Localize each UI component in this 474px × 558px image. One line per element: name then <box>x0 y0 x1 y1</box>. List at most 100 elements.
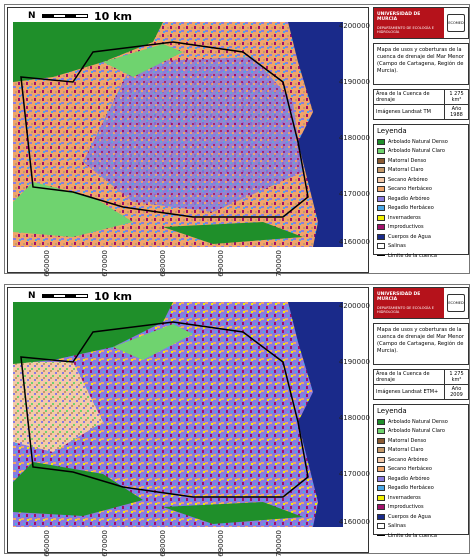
legend-swatch <box>377 205 385 212</box>
legend-item: Regadío Herbáceo <box>377 484 465 494</box>
y-axis-ticks: 4200000 4190000 4180000 4170000 4160000 <box>339 22 372 247</box>
legend-item: Improductivos <box>377 503 465 513</box>
legend-swatch <box>377 186 385 193</box>
y-tick-label: 4180000 <box>338 414 370 422</box>
legend-swatch <box>377 157 385 164</box>
scale-bar: N 10 km <box>28 9 148 23</box>
legend-title: Leyenda <box>377 127 407 135</box>
legend-label: Regadío Arbóreo <box>388 475 430 482</box>
legend-label: Matorral Denso <box>388 157 427 164</box>
legend-label: Cuerpos de Agua <box>388 233 431 240</box>
legend-item: Arbolado Natural Denso <box>377 137 465 147</box>
legend-label: Matorral Claro <box>388 447 424 454</box>
map-description: Mapa de usos y coberturas de la cuenca d… <box>373 323 469 365</box>
y-tick-label: 4170000 <box>338 470 370 478</box>
legend-label: Regadío Herbáceo <box>388 205 434 212</box>
x-tick-label: 680000 <box>159 250 167 277</box>
x-tick-label: 670000 <box>101 530 109 557</box>
legend-swatch <box>377 148 385 155</box>
seal-area: ECOMED <box>444 288 468 318</box>
legend-swatch <box>377 485 385 492</box>
legend-swatch <box>377 138 385 145</box>
legend-label: Secano Herbáceo <box>388 186 432 193</box>
area-value: 1 275 km² <box>444 369 469 385</box>
legend-item: Invernaderos <box>377 213 465 223</box>
y-tick-label: 4200000 <box>338 302 370 310</box>
legend-swatch <box>377 475 385 482</box>
legend-label: Regadío Herbáceo <box>388 485 434 492</box>
legend-swatch <box>377 504 385 511</box>
legend-swatch <box>377 447 385 454</box>
map-description: Mapa de usos y coberturas de la cuenca d… <box>373 43 469 85</box>
y-tick-label: 4190000 <box>338 78 370 86</box>
legend-item: Matorral Denso <box>377 156 465 166</box>
map-info-column: UNIVERSIDAD DE MURCIA DEPARTAMENTO DE EC… <box>373 7 469 273</box>
north-arrow-icon: N <box>28 291 36 301</box>
x-tick-label: 660000 <box>43 250 51 277</box>
legend-item: Arbolado Natural Claro <box>377 427 465 437</box>
boundary-line-icon <box>377 255 385 257</box>
scale-label: 10 km <box>94 289 132 303</box>
legend-item: Límite de la cuenca <box>377 251 465 261</box>
y-tick-label: 4200000 <box>338 22 370 30</box>
legend-label: Límite de la cuenca <box>388 252 437 259</box>
legend-label: Arbolado Natural Denso <box>388 138 448 145</box>
legend-swatch <box>377 523 385 530</box>
y-axis-ticks: 4200000 4190000 4180000 4170000 4160000 <box>339 302 372 527</box>
image-source-label: Imágenes Landsat TM <box>373 104 445 120</box>
ecomed-logo-icon: ECOMED <box>447 294 465 312</box>
legend-item: Salinas <box>377 242 465 252</box>
land-use-map <box>13 302 343 527</box>
legend-label: Arbolado Natural Claro <box>388 428 445 435</box>
x-tick-label: 690000 <box>217 250 225 277</box>
year-label: Año <box>451 386 462 392</box>
map-panel-1988: N 10 km <box>4 4 470 277</box>
department-name: DEPARTAMENTO DE ECOLOGÍA E HIDROLOGÍA <box>377 305 434 314</box>
legend-item: Matorral Denso <box>377 436 465 446</box>
legend-item: Límite de la cuenca <box>377 531 465 541</box>
x-tick-label: 660000 <box>43 530 51 557</box>
scale-bar-graphic <box>42 14 88 18</box>
legend-label: Regadío Arbóreo <box>388 195 430 202</box>
institution-header: UNIVERSIDAD DE MURCIA DEPARTAMENTO DE EC… <box>373 7 469 39</box>
legend-item: Secano Arbóreo <box>377 455 465 465</box>
legend-item: Matorral Claro <box>377 446 465 456</box>
area-label: Área de la Cuenca de drenaje <box>373 369 445 385</box>
x-tick-label: 680000 <box>159 530 167 557</box>
year-value: 1988 <box>450 112 463 118</box>
legend-item: Invernaderos <box>377 493 465 503</box>
legend-swatch <box>377 176 385 183</box>
boundary-line-icon <box>377 535 385 537</box>
institution-header: UNIVERSIDAD DE MURCIA DEPARTAMENTO DE EC… <box>373 287 469 319</box>
y-tick-label: 4180000 <box>338 134 370 142</box>
legend-item: Improductivos <box>377 223 465 233</box>
legend-label: Matorral Claro <box>388 167 424 174</box>
x-tick-label: 670000 <box>101 250 109 277</box>
y-tick-label: 4160000 <box>338 238 370 246</box>
legend-item: Secano Herbáceo <box>377 185 465 195</box>
legend-item: Salinas <box>377 522 465 532</box>
map-info-table: Área de la Cuenca de drenaje 1 275 km² I… <box>373 369 469 400</box>
legend-swatch <box>377 224 385 231</box>
legend-label: Invernaderos <box>388 214 421 221</box>
legend-item: Regadío Herbáceo <box>377 204 465 214</box>
department-name: DEPARTAMENTO DE ECOLOGÍA E HIDROLOGÍA <box>377 25 434 34</box>
legend-item: Arbolado Natural Denso <box>377 417 465 427</box>
x-axis-ticks: 660000 670000 680000 690000 700000 <box>13 248 343 277</box>
legend-swatch <box>377 233 385 240</box>
year-cell: Año 1988 <box>444 104 469 120</box>
legend-swatch <box>377 437 385 444</box>
legend-label: Invernaderos <box>388 494 421 501</box>
legend-swatch <box>377 214 385 221</box>
legend-item: Secano Arbóreo <box>377 175 465 185</box>
map-info-column: UNIVERSIDAD DE MURCIA DEPARTAMENTO DE EC… <box>373 287 469 553</box>
seal-area: ECOMED <box>444 8 468 38</box>
legend-swatch <box>377 456 385 463</box>
map-frame: N 10 km <box>7 7 372 277</box>
university-banner: UNIVERSIDAD DE MURCIA DEPARTAMENTO DE EC… <box>374 288 444 318</box>
scale-bar: N 10 km <box>28 289 148 303</box>
scale-label: 10 km <box>94 9 132 23</box>
university-banner: UNIVERSIDAD DE MURCIA DEPARTAMENTO DE EC… <box>374 8 444 38</box>
legend-swatch <box>377 494 385 501</box>
legend-label: Salinas <box>388 523 406 530</box>
